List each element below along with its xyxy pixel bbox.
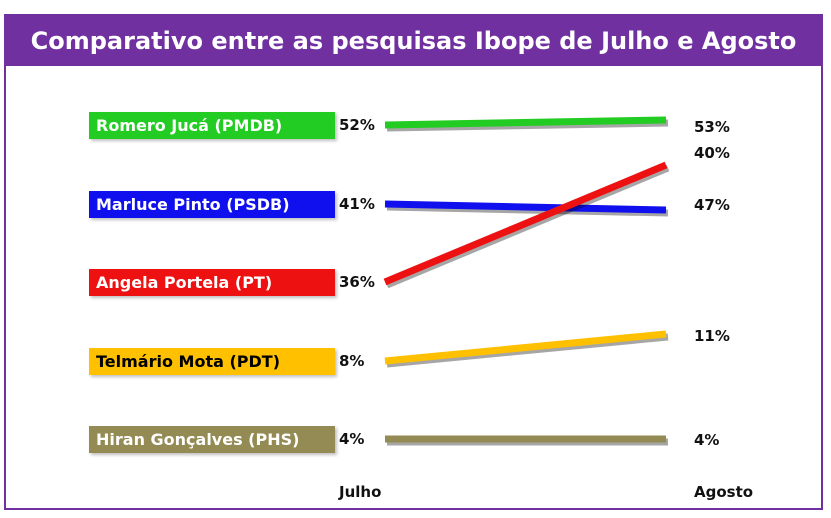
- value-agosto-3: 11%: [694, 327, 730, 345]
- value-julho-1: 41%: [339, 195, 375, 213]
- series-line-1: [384, 200, 667, 214]
- series-label-1: Marluce Pinto (PSDB): [89, 191, 335, 218]
- series-label-0: Romero Jucá (PMDB): [89, 112, 335, 139]
- series-label-4: Hiran Gonçalves (PHS): [89, 426, 335, 453]
- series-label-2: Angela Portela (PT): [89, 269, 335, 296]
- value-agosto-2: 47%: [694, 196, 730, 214]
- series-line-shadow-2: [385, 164, 670, 289]
- value-agosto-0: 53%: [694, 118, 730, 136]
- x-tick-julho: Julho: [339, 483, 382, 501]
- x-tick-agosto: Agosto: [694, 483, 754, 501]
- series-label-3: Telmário Mota (PDT): [89, 348, 335, 375]
- value-julho-4: 4%: [339, 430, 365, 448]
- value-agosto-4: 4%: [694, 431, 720, 449]
- value-agosto-1: 40%: [694, 144, 730, 162]
- value-julho-0: 52%: [339, 116, 375, 134]
- value-julho-3: 8%: [339, 352, 365, 370]
- series-line-2: [383, 161, 668, 286]
- series-line-0: [384, 116, 667, 129]
- value-julho-2: 36%: [339, 273, 375, 291]
- series-line-3: [384, 330, 667, 365]
- chart-title: Comparativo entre as pesquisas Ibope de …: [6, 16, 821, 66]
